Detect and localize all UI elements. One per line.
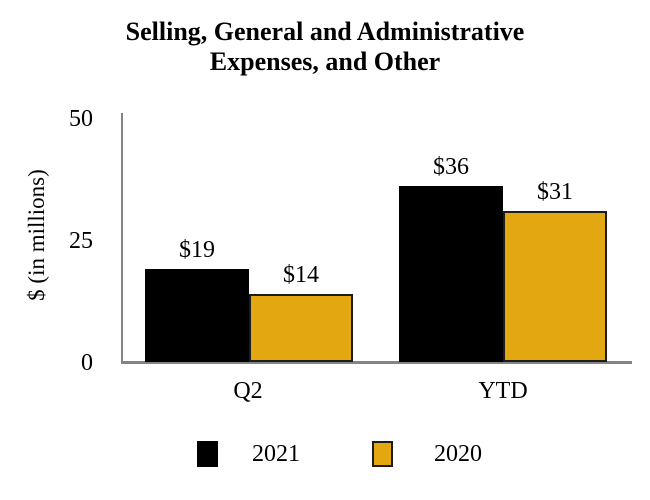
chart-title: Selling, General and Administrative Expe… <box>0 17 650 77</box>
value-label-q2-2021: $19 <box>179 237 215 263</box>
legend-label-2021: 2021 <box>252 441 300 467</box>
y-axis-line <box>121 113 123 362</box>
bar-ytd-2020 <box>503 211 607 362</box>
bar-q2-2020 <box>249 294 353 362</box>
legend-swatch-2020 <box>372 441 393 467</box>
x-axis-label-q2: Q2 <box>233 378 263 404</box>
x-axis-label-ytd: YTD <box>478 378 528 404</box>
x-axis-line <box>121 361 632 364</box>
legend-label-2020: 2020 <box>434 441 482 467</box>
y-tick-0: 0 <box>81 350 93 376</box>
value-label-ytd-2020: $31 <box>537 179 573 205</box>
value-label-ytd-2021: $36 <box>433 154 469 180</box>
y-tick-25: 25 <box>69 228 93 254</box>
bar-q2-2021 <box>145 269 249 362</box>
chart-title-line-1: Selling, General and Administrative <box>125 17 525 46</box>
bar-ytd-2021 <box>399 186 503 362</box>
chart-title-line-2: Expenses, and Other <box>209 47 441 76</box>
value-label-q2-2020: $14 <box>283 262 319 288</box>
legend-swatch-2021 <box>197 441 218 467</box>
y-tick-50: 50 <box>69 106 93 132</box>
